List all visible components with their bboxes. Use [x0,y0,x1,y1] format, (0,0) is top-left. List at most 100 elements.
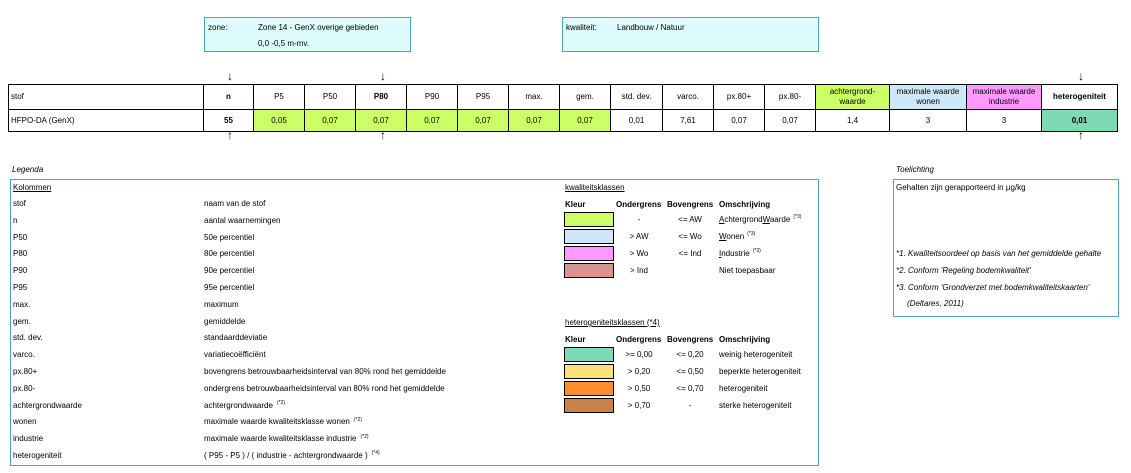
legend-item-desc: ondergrens betrouwbaarheidsinterval van … [204,384,445,394]
legend-item-footnote: (*2) [360,433,369,440]
legend-box [10,179,819,466]
legend-item-key: P80 [13,249,28,259]
quality-omschrijving-part: aarde [769,215,791,224]
quality-swatch [564,263,614,278]
table-header-row: stof n P5 P50 P80 P90 P95 max. gem. std.… [8,84,1118,110]
legend-item-desc: naam van de stof [204,199,265,209]
hetero-swatch [564,398,614,413]
toelichting-box [893,179,1119,317]
hetero-swatch [564,364,614,379]
quality-omschrijving-part: ndustrie [721,249,750,258]
legend-item-desc-text: 90e percentiel [204,266,255,276]
cell-p5: 0,05 [253,109,305,132]
cell-p90: 0,07 [406,109,458,132]
quality-omschrijving: Wonen (*3) [719,232,755,242]
cell-px80min: 0,07 [764,109,816,132]
up-arrow-icon-p80: ↑ [380,128,386,142]
hetero-col-boven: Bovengrens [667,335,714,344]
quality-col-omschr: Omschrijving [719,200,771,209]
down-arrow-icon-p80: ↓ [380,69,386,83]
cell-achtergrond: 1,4 [815,109,890,132]
note-3: *3. Conform 'Grondverzet met bodemkwalit… [896,283,1090,292]
zone-info-box: zone: Zone 14 - GenX overige gebieden 0,… [204,17,411,52]
legend-item-desc: achtergrondwaarde (*2) [204,400,285,411]
legend-item-desc-text: naam van de stof [204,199,266,208]
legend-item-key: gem. [13,316,31,326]
quality-col-onder: Ondergrens [616,200,662,209]
cell-gem: 0,07 [559,109,611,132]
quality-omschrijving: AchtergrondWaarde (*3) [719,215,801,225]
hetero-boven: <= 0,50 [676,367,704,376]
legend-item-desc: bovengrens betrouwbaarheidsinterval van … [204,367,446,377]
cell-p50: 0,07 [304,109,356,132]
quality-boven: <= Wo [678,232,702,241]
legend-item-footnote: (*2) [353,416,362,423]
legend-item-desc: 50e percentiel [204,233,254,243]
cell-stof: HFPO-DA (GenX) [8,109,204,132]
legend-item-desc-text: 95e percentiel [204,283,255,292]
legend-item-key: P95 [13,283,28,292]
cell-p80: 0,07 [355,109,407,132]
down-arrow-icon-hetero: ↓ [1078,69,1084,83]
hetero-col-omschr: Omschrijving [719,335,771,344]
cell-max: 0,07 [508,109,560,132]
header-cell-max: max. [508,84,560,110]
hetero-boven: <= 0,70 [676,384,704,393]
cell-industrie: 3 [966,109,1042,132]
hetero-onder: > 0,70 [627,401,651,410]
toelichting-text: Gehalten zijn gerapporteerd in µg/kg [896,183,1026,192]
zone-value: Zone 14 - GenX overige gebieden [258,23,379,32]
header-cell-n: n [203,84,254,110]
cell-n: 55 [203,109,254,132]
hetero-swatch [564,381,614,396]
header-cell-achtergrond: achtergrond- waarde [815,84,890,110]
header-cell-p5: P5 [253,84,305,110]
header-cell-wonen: maximale waarde wonen [889,84,967,110]
quality-boven: <= Ind [678,249,702,258]
quality-col-kleur: Kleur [565,200,586,209]
legend-item-key: stof [13,199,26,208]
quality-swatch [564,246,614,261]
hetero-classes-title: heterogeniteitsklassen (*4) [565,318,660,327]
hetero-onder: > 0,50 [627,384,651,393]
header-cell-p90: P90 [406,84,458,110]
hetero-boven: - [688,401,692,410]
legend-item-desc-text: 50e percentiel [204,232,255,242]
legend-item-desc-text: maximum [204,299,239,309]
legend-item-desc: 80e percentiel [204,249,254,259]
cell-varco: 7,61 [662,109,714,132]
legend-item-key: heterogeniteit [13,451,62,460]
cell-px80plus: 0,07 [713,109,765,132]
cell-stddev: 0,01 [610,109,663,132]
legend-item-desc: maximale waarde kwaliteitsklasse industr… [204,434,369,444]
quality-onder: - [637,215,641,224]
up-arrow-icon-n: ↑ [227,128,233,142]
quality-swatch [564,229,614,244]
note-1: *1. Kwaliteitsoordeel op basis van het g… [896,249,1102,258]
quality-omschrijving-part: A [719,215,725,224]
legend-item-desc: gemiddelde [204,317,245,327]
header-cell-stof: stof [8,84,204,110]
header-cell-px80min: px.80- [764,84,816,110]
legend-item-desc-text: ondergrens betrouwbaarheidsinterval van … [204,383,445,393]
legend-item-desc-text: aantal waarnemingen [204,215,281,225]
header-cell-p80: P80 [355,84,407,110]
depth-value: 0,0 -0,5 m-mv. [258,39,309,48]
legend-item-key: wonen [13,417,37,427]
cell-wonen: 3 [889,109,967,132]
legend-item-desc: aantal waarnemingen [204,216,281,226]
legend-item-desc-text: maximale waarde kwaliteitsklasse industr… [204,434,357,444]
quality-omschrijving: Niet toepasbaar [719,266,775,276]
quality-onder: > Ind [629,266,648,275]
hetero-omschrijving: sterke heterogeniteit [719,401,792,410]
hetero-col-onder: Ondergrens [616,335,662,344]
legend-item-key: max. [13,299,31,309]
quality-footnote: (*3) [793,214,802,221]
legend-item-desc: ( P95 - P5 ) / ( industrie - achtergrond… [204,451,380,461]
legend-title: Legenda [12,165,44,174]
cell-p95: 0,07 [457,109,509,132]
legend-item-key: varco. [13,350,35,360]
quality-value: Landbouw / Natuur [617,23,685,32]
header-cell-stddev: std. dev. [610,84,663,110]
legend-item-desc-text: 80e percentiel [204,249,255,259]
